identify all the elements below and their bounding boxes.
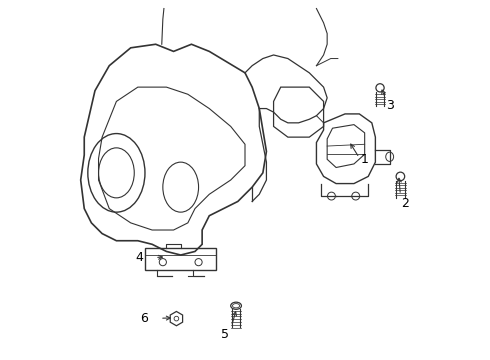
Text: 2: 2 xyxy=(401,197,409,210)
Text: 5: 5 xyxy=(221,328,229,341)
Text: 6: 6 xyxy=(140,312,148,325)
Text: 4: 4 xyxy=(135,251,143,264)
Text: 1: 1 xyxy=(361,153,369,166)
Text: 3: 3 xyxy=(387,99,394,112)
